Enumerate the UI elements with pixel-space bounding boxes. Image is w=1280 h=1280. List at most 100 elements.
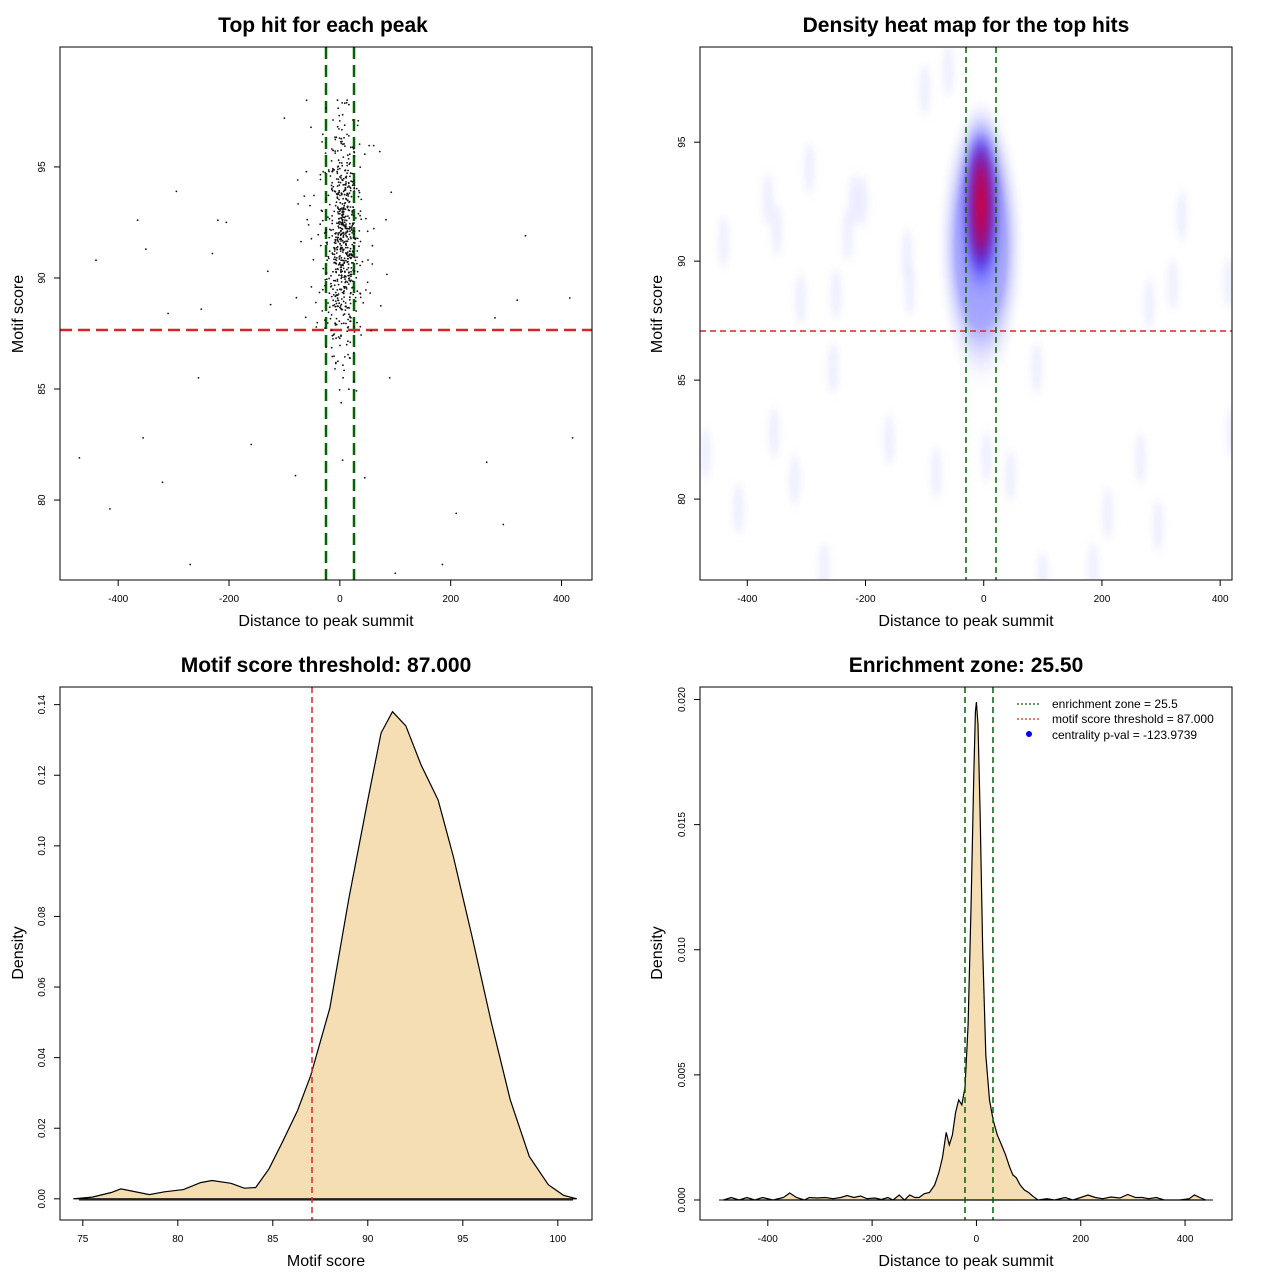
data-point — [341, 239, 344, 242]
data-point — [167, 312, 170, 315]
data-point — [341, 251, 344, 254]
data-point — [336, 125, 339, 128]
data-point — [360, 218, 363, 221]
data-point — [347, 274, 350, 277]
data-point — [322, 170, 325, 173]
data-point — [366, 281, 369, 284]
data-point — [217, 219, 219, 222]
x-tick-label: 85 — [267, 1234, 279, 1245]
density-blob — [842, 209, 853, 261]
density-blob — [1037, 551, 1048, 580]
y-tick-label: 0.020 — [677, 687, 688, 712]
data-point — [339, 226, 342, 229]
data-point — [342, 241, 345, 244]
data-point — [352, 245, 355, 248]
data-point — [385, 218, 387, 221]
plot-area — [73, 687, 577, 1220]
data-point — [342, 264, 344, 266]
data-point — [355, 217, 357, 219]
data-point — [350, 275, 352, 278]
data-point — [330, 295, 333, 298]
data-point — [340, 142, 343, 145]
data-point — [341, 308, 344, 311]
axes: -400 -200 0 200 400 80 85 90 95 — [677, 136, 1229, 605]
data-point — [332, 228, 334, 231]
data-point — [324, 152, 327, 155]
data-point — [211, 252, 214, 255]
data-point — [294, 474, 297, 477]
data-point — [358, 230, 361, 232]
data-point — [321, 219, 324, 222]
data-point — [388, 377, 391, 379]
y-tick-label: 0.015 — [677, 812, 688, 837]
data-point — [349, 206, 352, 208]
data-point — [340, 268, 342, 271]
x-tick-label: 90 — [362, 1234, 374, 1245]
data-point — [340, 322, 343, 325]
data-point — [338, 274, 340, 277]
data-point — [340, 229, 342, 232]
data-point — [330, 160, 333, 162]
data-point — [356, 124, 359, 127]
data-point — [353, 187, 356, 189]
density-blob — [943, 47, 954, 97]
data-point — [340, 177, 342, 179]
density-blob — [1031, 342, 1042, 395]
data-point — [321, 310, 324, 312]
data-point — [358, 245, 360, 248]
data-point — [347, 215, 349, 218]
data-point — [336, 245, 339, 248]
data-point — [348, 103, 350, 106]
data-point — [352, 230, 354, 232]
data-point — [353, 150, 355, 153]
data-point — [338, 231, 341, 234]
data-point — [329, 175, 332, 177]
data-point — [142, 437, 145, 439]
data-point — [337, 283, 340, 286]
density-blob — [831, 268, 841, 321]
data-point — [369, 292, 372, 294]
data-point — [324, 319, 326, 322]
x-tick-label: 0 — [981, 594, 987, 605]
data-point — [347, 260, 349, 263]
data-point — [345, 288, 348, 290]
data-point — [337, 299, 339, 302]
data-point — [341, 203, 344, 205]
y-axis-label: Density — [649, 926, 666, 979]
density-blob — [848, 173, 859, 226]
data-point — [345, 322, 347, 325]
data-point — [337, 225, 340, 228]
data-point — [339, 255, 341, 257]
data-point — [354, 300, 357, 303]
data-point — [332, 288, 334, 291]
plot-area — [60, 47, 592, 580]
data-point — [340, 334, 342, 337]
data-point — [353, 184, 356, 187]
data-point — [332, 304, 334, 307]
data-point — [346, 161, 348, 164]
data-point — [345, 227, 348, 230]
data-point — [295, 296, 298, 299]
data-point — [345, 225, 347, 228]
y-tick-label: 85 — [37, 383, 48, 395]
data-point — [309, 204, 311, 207]
data-point — [351, 212, 354, 214]
data-point — [344, 215, 347, 218]
data-point — [334, 242, 337, 245]
data-point — [340, 174, 343, 177]
data-point — [341, 128, 343, 131]
x-tick-label: 400 — [553, 594, 570, 605]
data-point — [334, 300, 337, 302]
data-point — [337, 226, 340, 229]
data-point — [343, 257, 346, 260]
data-point — [338, 191, 340, 194]
data-point — [336, 172, 339, 175]
data-point — [334, 204, 337, 207]
data-point — [341, 113, 344, 116]
data-point — [342, 236, 345, 239]
data-point — [338, 302, 341, 305]
data-point — [342, 209, 344, 211]
data-point — [342, 249, 344, 251]
data-point — [331, 252, 334, 255]
data-point — [315, 326, 318, 328]
